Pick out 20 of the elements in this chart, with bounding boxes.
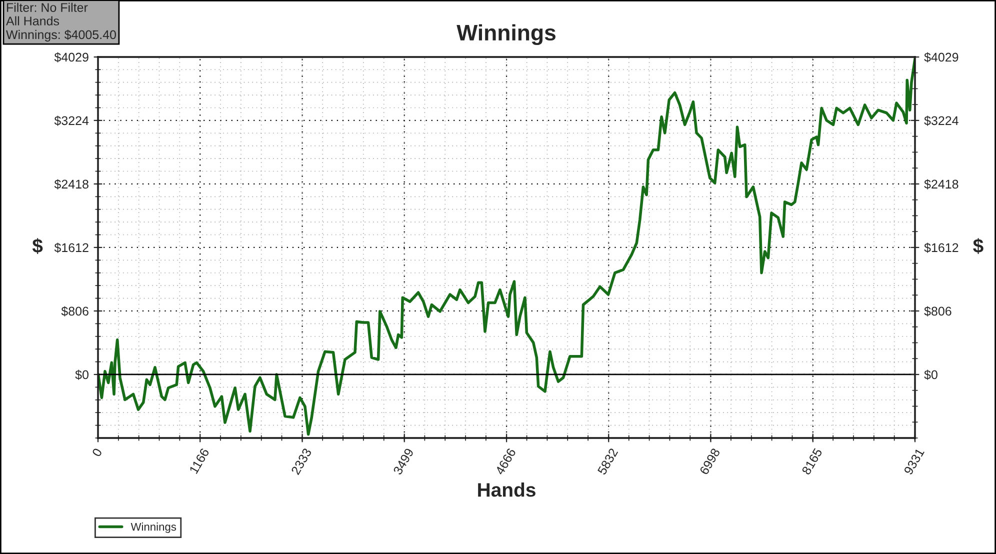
y2-tick-label: $1612 (924, 242, 958, 253)
y2-tick-label: $0 (924, 370, 938, 380)
y2-tick-label: $4029 (924, 52, 958, 62)
y-tick-label: $806 (61, 306, 88, 316)
y2-axis-title: $ (973, 238, 984, 254)
x-axis-title: Hands (478, 482, 536, 497)
text: Filter: No Filter All Hands Winnings: $4005.40 (6, 2, 116, 42)
chart-title: Winnings (456, 24, 556, 46)
y2-tick-label: $2418 (924, 179, 958, 190)
y-axis-title: $ (32, 238, 43, 254)
y-tick-label: $3224 (54, 116, 89, 126)
y-tick-label: $1612 (54, 242, 88, 253)
y-tick-label: $0 (75, 370, 88, 380)
y-tick-label: $2418 (54, 179, 88, 190)
line-series (98, 58, 915, 436)
y2-tick-label: $806 (924, 306, 952, 316)
y2-tick-label: $3224 (924, 116, 958, 126)
y-tick-label: $4029 (54, 52, 88, 62)
legend-label: Winnings (130, 522, 176, 533)
x-tick-label: 0 (92, 448, 102, 458)
